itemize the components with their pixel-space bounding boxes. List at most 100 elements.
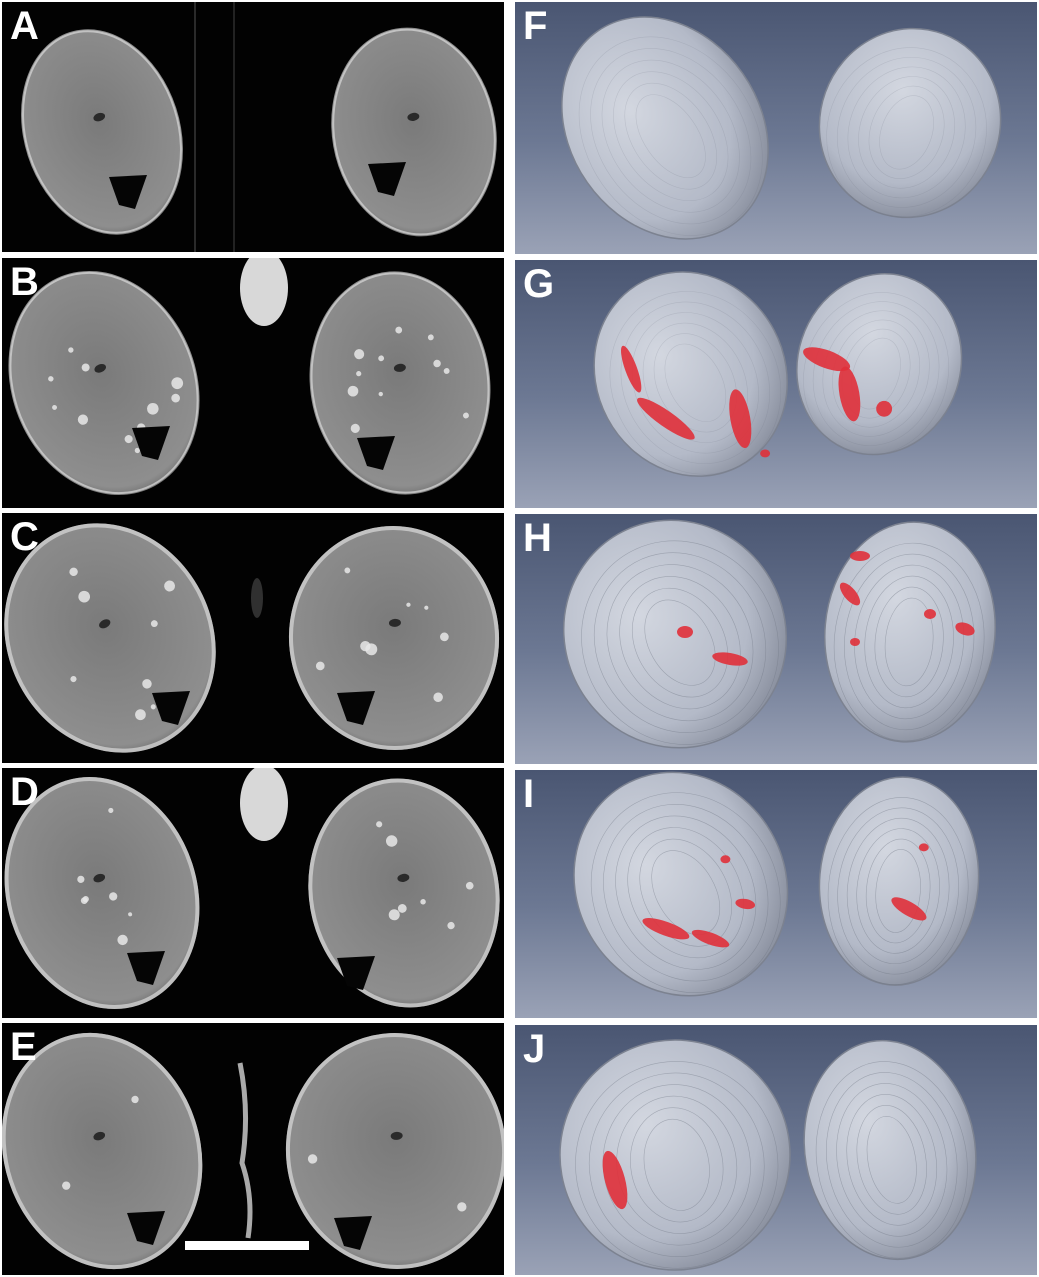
duct [93,112,106,122]
mri-image-e [2,1032,504,1270]
surface-body [824,521,996,743]
contrast-spot [344,567,351,574]
red-region [924,609,936,619]
contrast-spot [350,423,360,433]
mri-panel-d: D [2,768,504,1018]
surface-contour [613,71,729,202]
panel-label-h: H [523,516,552,560]
contrast-spot [440,632,449,642]
contrast-spot [124,435,133,444]
surface-contour [631,312,759,454]
surface-contour [854,564,965,720]
contrast-spot [150,704,156,710]
red-region [850,551,870,561]
tissue-rim [310,272,490,494]
central-bright-blob [240,258,288,326]
contrast-spot [424,605,429,610]
dark-void [368,162,406,196]
contrast-spot [443,368,450,374]
red-region [955,622,975,636]
surface-right [818,27,1002,219]
surface-contour [844,553,975,731]
panel-label-f: F [523,4,548,48]
contrast-spot [447,921,455,930]
duct [93,873,106,883]
contrast-spot [388,909,400,921]
dark-void [152,691,190,725]
contrast-spot [48,376,54,382]
surface-contour [578,36,763,236]
surface-contour [865,838,931,944]
contrast-spot [109,892,118,901]
dark-void [357,436,395,470]
tissue-cross-section [4,523,216,753]
surface-contour [590,48,752,225]
surface-contour [864,575,954,709]
surface-contour [826,1072,958,1248]
contrast-spot [78,590,91,603]
render-image-i [573,771,980,997]
contrast-spot [69,567,78,577]
contrast-spot [397,904,407,913]
surface-contour [644,599,716,686]
tissue-cross-section [4,776,200,1010]
surface-body [593,271,788,477]
surface-left [573,771,789,997]
contrast-spot [164,580,176,592]
render-image-f [561,16,1002,240]
contrast-spot [315,661,325,671]
dark-void [127,1211,165,1245]
render-panel-i: I [515,770,1037,1018]
red-region [918,843,929,852]
red-region [712,652,748,666]
mri-panel-a: A [2,2,504,252]
dark-void [334,1216,372,1250]
contrast-spot [465,881,474,890]
surface-contour [615,815,757,970]
duct [397,873,410,882]
duct [393,363,406,372]
panel-label-e: E [10,1025,37,1069]
render-image-h [562,519,996,749]
red-region [691,929,730,948]
red-region [760,449,771,458]
surface-contour [868,85,945,179]
panel-label-i: I [523,772,535,816]
surface-contour [815,1061,968,1259]
dark-void [109,175,147,209]
surface-left [561,16,769,240]
surface-contour [627,827,745,959]
contrast-spot [354,349,365,360]
surface-contour [846,817,950,965]
contrast-spot [117,934,128,946]
red-region [621,345,642,393]
tissue-cross-section [288,526,500,750]
surface-contour [875,849,921,933]
mri-panel-c: C [2,513,504,763]
contrast-spot [356,371,362,377]
contrast-spot [108,807,114,814]
surface-contour [874,586,944,698]
red-region [720,855,731,864]
contrast-spot [406,602,411,607]
duct [99,619,111,629]
surface-contour [601,59,740,213]
surface-body [818,27,1002,219]
tissue-rim [4,523,216,753]
red-region [850,638,860,646]
surface-body [562,519,788,749]
render-image-j [559,1039,977,1271]
contrast-spot [171,377,184,390]
red-region [803,347,851,372]
panel-label-b: B [10,260,39,304]
contrast-spot [77,414,89,425]
slice-right [285,1033,504,1269]
red-region [891,897,927,921]
contrast-spot [150,620,158,628]
panel-label-a: A [10,4,39,48]
central-streak [237,1062,253,1239]
contrast-spot [307,1154,318,1164]
surface-body [818,776,980,986]
scale-bar [185,1241,309,1250]
slice-right [331,27,497,237]
